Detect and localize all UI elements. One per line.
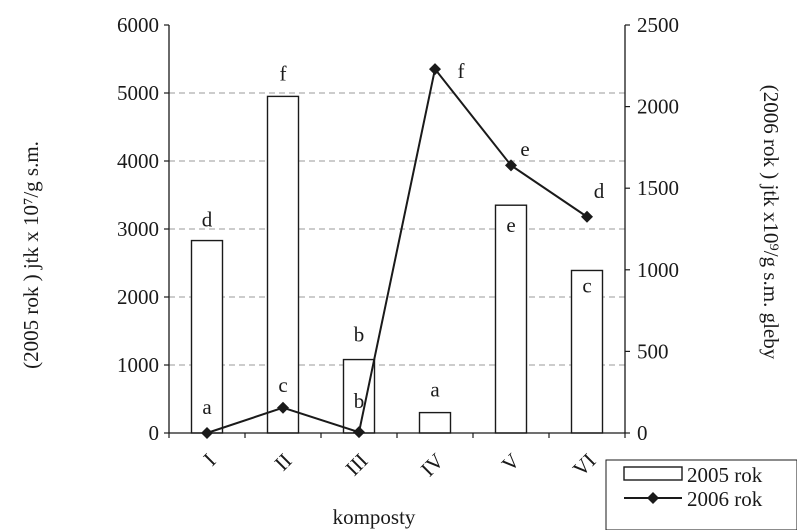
point-2006 — [277, 401, 289, 414]
x-category-label: III — [341, 449, 373, 481]
legend-bar-swatch — [623, 466, 683, 481]
bar-letter-2005: b — [354, 323, 365, 347]
bar-letter-2005: e — [506, 213, 515, 237]
y-axis-left-title: (2005 rok ) jtk x 10⁷/g s.m. — [19, 141, 43, 369]
legend-diamond-icon — [647, 492, 659, 504]
y-axis-right-title: (2006 rok ) jtk x10⁹/g s.m. gleby — [759, 85, 783, 360]
axes — [164, 24, 630, 438]
legend: 2005 rok 2006 rok — [605, 459, 797, 530]
bar-2005 — [494, 204, 528, 434]
y-right-tick-label: 1500 — [637, 176, 679, 200]
y-right-tick-label: 500 — [637, 339, 669, 363]
bar-2005 — [418, 411, 452, 434]
line-letter-2006: e — [520, 137, 529, 161]
bar-letter-2005: d — [202, 208, 213, 232]
line-2006-path — [206, 66, 588, 434]
y-left-tick-label: 3000 — [117, 217, 159, 241]
legend-label-2005: 2005 rok — [687, 463, 763, 487]
point-2006 — [429, 63, 441, 76]
bar-2005 — [342, 358, 376, 434]
y-left-tick-label: 6000 — [117, 13, 159, 37]
letter-annotations: d f b a e c a c b f e d — [202, 59, 605, 419]
line-letter-2006: a — [202, 395, 212, 419]
y-right-tick-label: 0 — [637, 421, 648, 445]
line-letter-2006: c — [278, 373, 287, 397]
y-right-tick-label: 2000 — [637, 95, 679, 119]
legend-label-2006: 2006 rok — [687, 487, 763, 511]
line-letter-2006: b — [354, 389, 365, 413]
bar-letter-2005: f — [280, 61, 287, 85]
bar-letter-2005: c — [582, 273, 591, 297]
y-right-tick-label: 2500 — [637, 13, 679, 37]
line-letter-2006: f — [458, 59, 465, 83]
bar-2005 — [190, 239, 224, 434]
x-category-label: II — [270, 449, 297, 476]
x-category-label: IV — [416, 449, 449, 482]
bar-2005 — [570, 269, 604, 434]
y-left-tick-label: 2000 — [117, 285, 159, 309]
bar-letter-2005: a — [430, 378, 440, 402]
x-axis-title: komposty — [333, 505, 416, 529]
y-left-tick-label: 4000 — [117, 149, 159, 173]
point-2006 — [201, 427, 213, 439]
x-category-label: VI — [568, 449, 601, 482]
y-left-tick-label: 5000 — [117, 81, 159, 105]
x-category-label: I — [199, 449, 221, 471]
point-2006 — [505, 159, 517, 172]
y-left-tick-label: 1000 — [117, 353, 159, 377]
y-left-tick-label: 0 — [149, 421, 160, 445]
point-2006 — [353, 426, 365, 439]
line-letter-2006: d — [594, 179, 605, 203]
bars-2005 — [190, 95, 604, 434]
gridlines — [169, 92, 625, 366]
bar-2005 — [266, 95, 300, 434]
y-right-tick-label: 1000 — [637, 258, 679, 282]
line-2006 — [201, 63, 593, 439]
point-2006 — [581, 210, 593, 223]
x-category-label: V — [497, 449, 525, 477]
